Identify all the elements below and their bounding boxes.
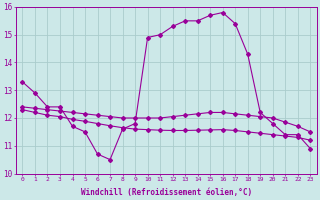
- X-axis label: Windchill (Refroidissement éolien,°C): Windchill (Refroidissement éolien,°C): [81, 188, 252, 197]
